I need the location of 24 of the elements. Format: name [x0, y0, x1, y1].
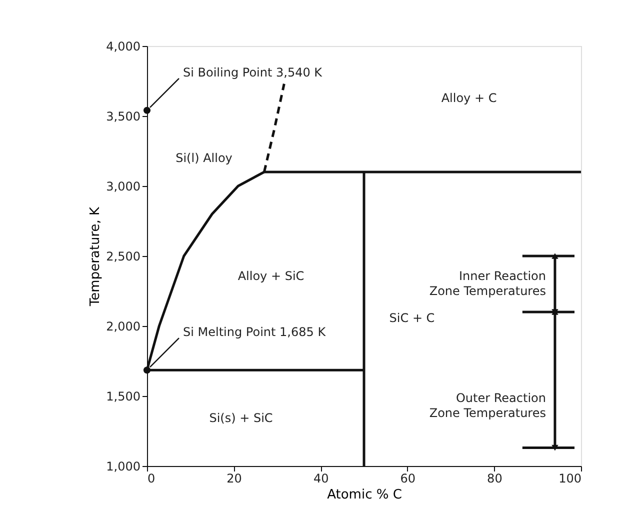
annotation: SiC + C [389, 311, 435, 325]
annotation: Si Boiling Point 3,540 K [183, 65, 324, 80]
x-tick-label: 60 [400, 472, 416, 486]
y-tick-label: 3,500 [106, 110, 140, 124]
annotation: Si Melting Point 1,685 K [183, 325, 327, 340]
annotation: Alloy + C [441, 91, 497, 105]
x-axis-title: Atomic % C [327, 488, 402, 502]
annotation: Alloy + SiC [238, 269, 304, 283]
y-tick-label: 3,000 [106, 180, 140, 194]
x-tick-label: 100 [558, 472, 582, 486]
x-tick-label: 80 [487, 472, 502, 486]
y-tick-label: 1,000 [106, 460, 140, 474]
y-tick-label: 2,500 [106, 250, 140, 264]
y-tick-label: 1,500 [106, 390, 140, 404]
y-axis-title: Temperature, K [88, 206, 104, 308]
annotation: Inner Reaction Zone Temperatures [429, 269, 546, 298]
x-tick-label: 40 [313, 472, 329, 486]
annotation: Outer Reaction Zone Temperatures [429, 391, 546, 420]
annotation: Si(s) + SiC [209, 411, 273, 425]
y-tick-label: 4,000 [106, 40, 140, 54]
x-tick-label: 20 [226, 472, 242, 486]
annotation: Si(l) Alloy [176, 151, 232, 165]
y-tick-label: 2,000 [106, 320, 140, 334]
x-tick-label: 0 [148, 472, 156, 486]
